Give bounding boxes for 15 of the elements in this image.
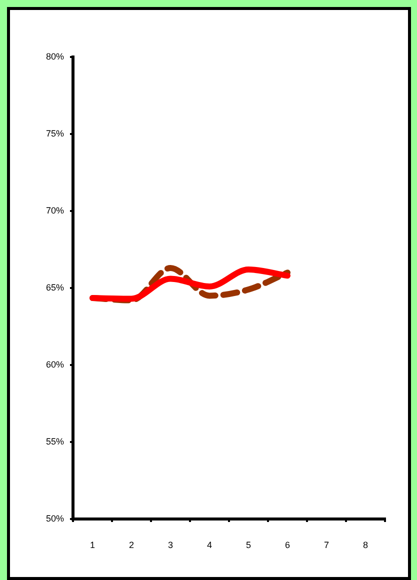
x-tick-label: 8 — [362, 540, 368, 550]
x-tick-label: 6 — [284, 540, 290, 550]
y-tick-label: 50% — [46, 513, 64, 524]
y-tick-label: 75% — [46, 128, 64, 138]
x-tick-label: 4 — [206, 540, 212, 550]
x-tick-label: 3 — [168, 540, 174, 550]
x-tick-label: 1 — [90, 540, 96, 550]
y-tick-label: 80% — [46, 51, 64, 62]
y-tick-label: 55% — [46, 436, 64, 446]
y-tick-label: 65% — [46, 282, 64, 292]
y-tick-label: 60% — [46, 359, 64, 370]
x-tick-label: 2 — [128, 540, 134, 550]
x-tick-label: 5 — [246, 540, 252, 550]
x-tick-label: 7 — [324, 540, 330, 550]
y-tick-label: 70% — [46, 205, 64, 216]
